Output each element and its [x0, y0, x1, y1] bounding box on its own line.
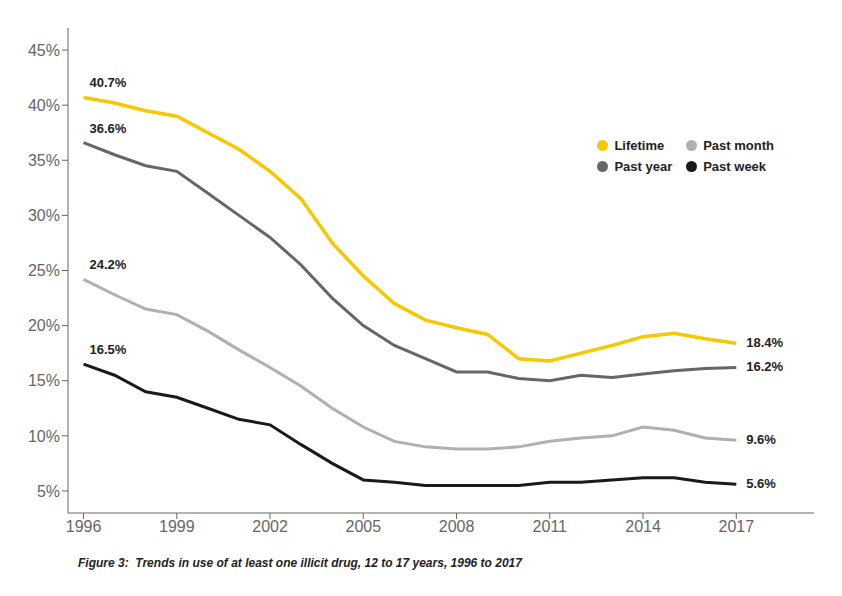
svg-text:2011: 2011 [533, 518, 568, 535]
svg-text:24.2%: 24.2% [90, 257, 127, 272]
svg-text:40.7%: 40.7% [90, 75, 127, 90]
svg-text:40%: 40% [28, 97, 60, 114]
svg-text:5%: 5% [37, 483, 60, 500]
svg-text:30%: 30% [28, 207, 60, 224]
svg-text:2008: 2008 [439, 518, 475, 535]
svg-text:1999: 1999 [159, 518, 195, 535]
svg-text:2005: 2005 [345, 518, 381, 535]
svg-text:20%: 20% [28, 317, 60, 334]
svg-text:18.4%: 18.4% [746, 335, 783, 350]
html-text:Past year: Past year [614, 159, 673, 174]
svg-text:15%: 15% [28, 372, 60, 389]
svg-text:35%: 35% [28, 152, 60, 169]
svg-text:16.5%: 16.5% [90, 342, 127, 357]
svg-text:9.6%: 9.6% [746, 432, 776, 447]
svg-text:16.2%: 16.2% [746, 359, 783, 374]
svg-text:45%: 45% [28, 42, 60, 59]
svg-text:25%: 25% [28, 262, 60, 279]
svg-text:1996: 1996 [66, 518, 102, 535]
html-text:Past week: Past week [703, 159, 767, 174]
svg-text:2014: 2014 [625, 518, 661, 535]
html-text:Figure 3: Trends in use of at: Figure 3: Trends in use of at least one … [78, 556, 522, 570]
svg-text:36.6%: 36.6% [90, 121, 127, 136]
html-text:Past month: Past month [703, 138, 774, 153]
svg-text:2017: 2017 [718, 518, 754, 535]
html-text:Lifetime: Lifetime [614, 138, 665, 153]
svg-text:5.6%: 5.6% [746, 476, 776, 491]
svg-text:10%: 10% [28, 428, 60, 445]
svg-text:2002: 2002 [252, 518, 288, 535]
